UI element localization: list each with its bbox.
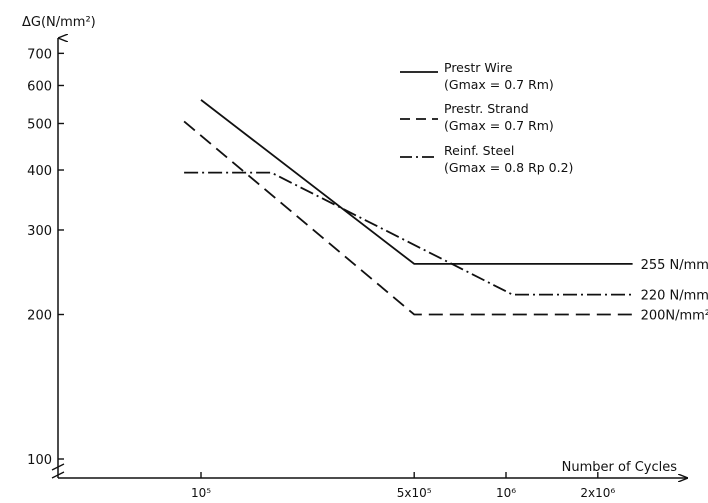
legend-condition: (Gmax = 0.7 Rm) [444, 77, 554, 92]
series-line-solid [200, 99, 633, 265]
series-end-label: 200N/mm² [641, 309, 708, 324]
legend-item-prestr-wire: Prestr Wire (Gmax = 0.7 Rm) [400, 60, 554, 92]
legend-label: Reinf. Steel [444, 143, 514, 158]
legend-label: Prestr. Strand [444, 101, 529, 116]
x-tick-label: 5x10⁵ [397, 486, 432, 500]
series-line-dashed [183, 120, 633, 316]
y-tick-label: 700 [27, 47, 52, 62]
y-tick-label: 600 [27, 79, 52, 94]
legend: Prestr Wire (Gmax = 0.7 Rm) Prestr. Stra… [400, 60, 573, 175]
x-axis-label: Number of Cycles [562, 460, 678, 475]
x-ticks: 10⁵ 5x10⁵ 10⁶ 2x10⁶ [191, 472, 615, 500]
legend-label: Prestr Wire [444, 60, 513, 75]
series-line-dashdot [184, 171, 633, 296]
series-end-label: 255 N/mm² [641, 258, 708, 273]
y-tick-label: 300 [27, 224, 52, 239]
y-ticks: 100 200 300 400 500 600 700 [27, 47, 64, 468]
y-tick-label: 100 [27, 453, 52, 468]
x-tick-label: 10⁶ [496, 486, 516, 500]
y-tick-label: 500 [27, 117, 52, 132]
axis-break-icon [51, 463, 65, 479]
x-tick-label: 10⁵ [191, 486, 211, 500]
y-tick-label: 200 [27, 309, 52, 324]
y-tick-label: 400 [27, 164, 52, 179]
legend-condition: (Gmax = 0.7 Rm) [444, 118, 554, 133]
series-layer [183, 99, 633, 316]
series-end-label: 220 N/mm² [641, 289, 708, 304]
y-axis-label: ΔG(N/mm²) [22, 15, 96, 30]
legend-item-prestr-strand: Prestr. Strand (Gmax = 0.7 Rm) [400, 101, 554, 133]
legend-condition: (Gmax = 0.8 Rp 0.2) [444, 160, 573, 175]
end-labels: 255 N/mm² 200N/mm² 220 N/mm² [641, 258, 708, 324]
legend-item-reinf-steel: Reinf. Steel (Gmax = 0.8 Rp 0.2) [400, 143, 573, 175]
x-tick-label: 2x10⁶ [580, 486, 615, 500]
